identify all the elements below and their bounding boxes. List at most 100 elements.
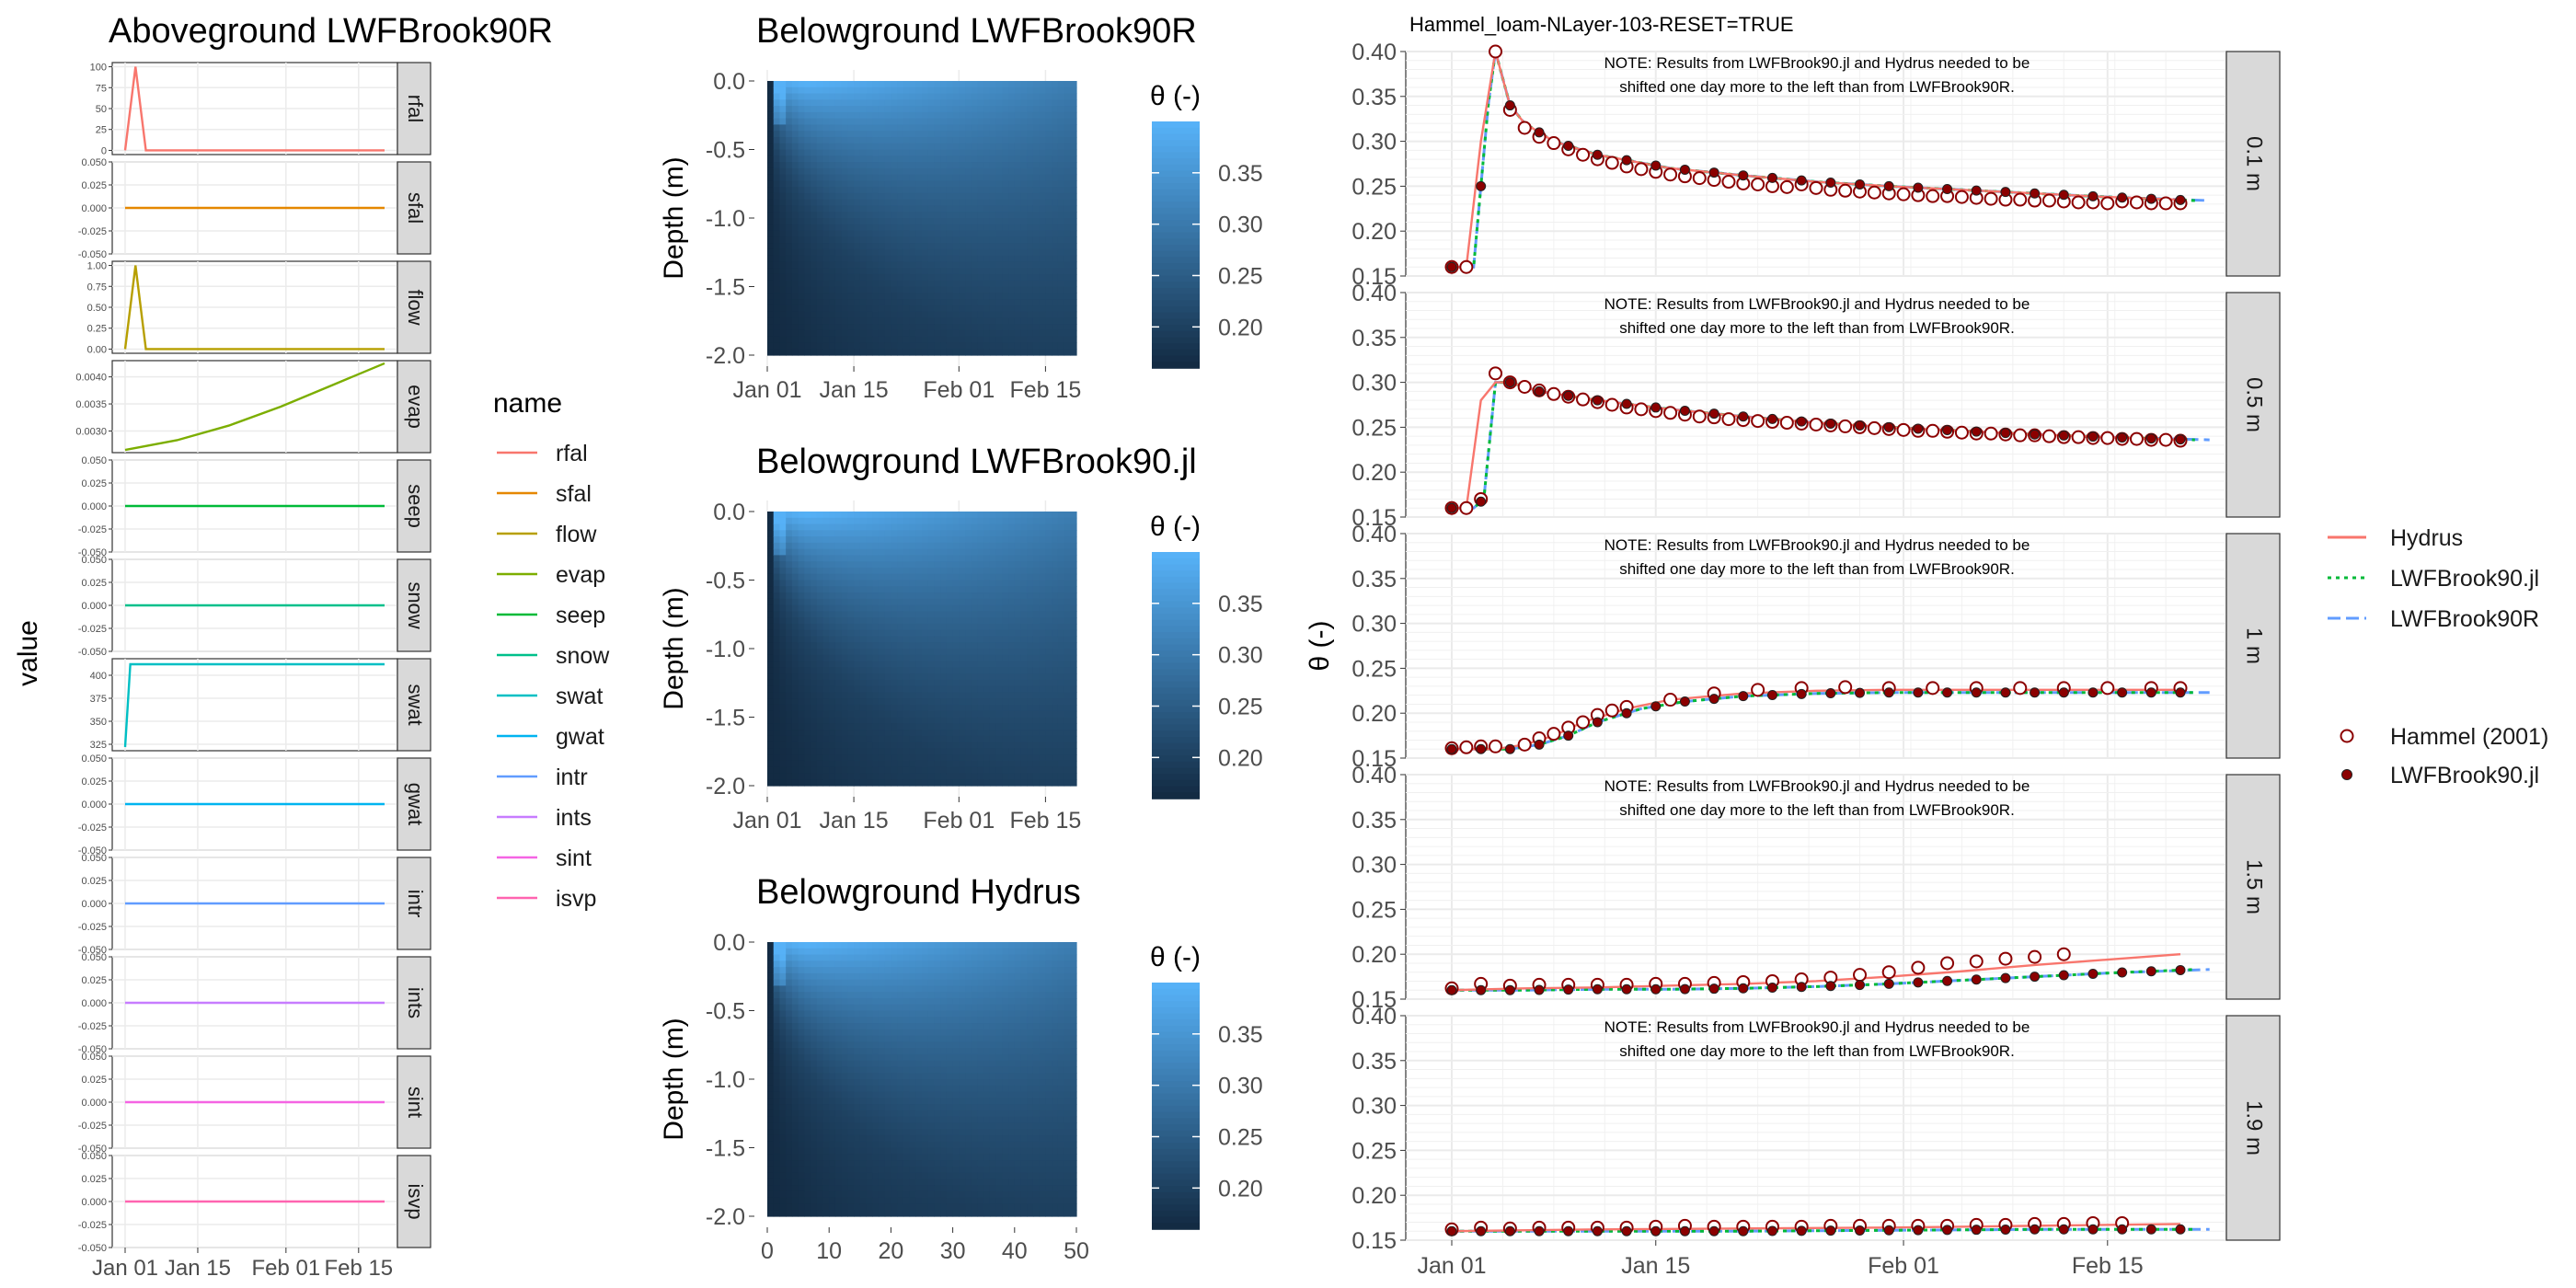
heatmap-cell [1008, 573, 1016, 581]
heatmap-cell [816, 760, 824, 768]
heatmap-cell [878, 642, 886, 650]
heatmap-cell [1052, 81, 1059, 88]
heatmap-cell [971, 99, 979, 107]
heatmap-cell [977, 561, 984, 569]
heatmap-cell [903, 723, 911, 730]
heatmap-cell [767, 992, 775, 999]
heatmap-cell [779, 748, 787, 755]
heatmap-cell [859, 598, 868, 606]
heatmap-cell [989, 536, 997, 544]
heatmap-cell [872, 224, 880, 232]
heatmap-cell [922, 698, 929, 706]
heatmap-cell [952, 523, 960, 531]
heatmap-cell [773, 598, 781, 606]
heatmap-cell [816, 81, 824, 88]
heatmap-cell [1002, 224, 1009, 232]
heatmap-cell [773, 162, 781, 169]
y-tick-label: -0.025 [78, 624, 107, 635]
heatmap-cell [798, 187, 805, 194]
heatmap-cell [872, 243, 880, 250]
heatmap-cell [786, 342, 793, 350]
heatmap-cell [971, 512, 979, 519]
heatmap-cell [977, 118, 984, 126]
heatmap-cell [934, 754, 941, 762]
heatmap-cell [1039, 779, 1046, 787]
heatmap-cell [927, 162, 936, 169]
heatmap-cell [773, 1197, 781, 1205]
heatmap-cell [866, 679, 873, 687]
heatmap-cell [767, 592, 775, 600]
heatmap-cell [1064, 162, 1071, 169]
heatmap-cell [891, 723, 898, 730]
heatmap-cell [1052, 685, 1059, 694]
heatmap-cell [922, 136, 929, 144]
heatmap-cell [811, 523, 818, 531]
heatmap-cell [859, 723, 868, 730]
heatmap-cell [786, 629, 793, 638]
heatmap-cell [872, 561, 880, 569]
heatmap-cell [829, 717, 836, 724]
heatmap-cell [1008, 567, 1016, 575]
heatmap-cell [1045, 611, 1052, 618]
heatmap-cell [927, 205, 936, 213]
heatmap-cell [934, 317, 941, 325]
heatmap-cell [779, 698, 787, 706]
heatmap-cell [829, 649, 836, 656]
heatmap-cell [959, 255, 966, 263]
heatmap-cell [1064, 692, 1071, 699]
heatmap-cell [773, 1048, 781, 1055]
heatmap-cell [872, 149, 880, 156]
heatmap-cell [952, 623, 960, 631]
heatmap-cell [1052, 162, 1059, 169]
heatmap-cell [971, 561, 979, 569]
heatmap-cell [1039, 230, 1046, 237]
heatmap-cell [983, 542, 991, 550]
heatmap-cell [773, 542, 781, 550]
y-tick-label: -0.025 [78, 226, 107, 237]
heatmap-cell [952, 692, 960, 699]
y-tick-label: 0.025 [81, 776, 107, 788]
heatmap-cell [1052, 268, 1059, 275]
heatmap-cell [804, 636, 811, 643]
heatmap-cell [909, 248, 916, 257]
heatmap-cell [829, 187, 836, 194]
heatmap-cell [934, 311, 941, 318]
heatmap-cell [791, 629, 799, 638]
heatmap-cell [1020, 224, 1028, 232]
heatmap-cell [946, 717, 954, 724]
heatmap-cell [995, 243, 1003, 250]
heatmap-cell [816, 536, 824, 544]
heatmap-cell [866, 567, 873, 575]
heatmap-cell [903, 248, 911, 257]
heatmap-cell [773, 336, 781, 344]
heatmap-cell [786, 93, 793, 100]
heatmap-cell [786, 180, 793, 188]
below-title-3: Belowground Hydrus [756, 873, 1081, 912]
facet-strip [397, 956, 431, 1050]
heatmap-cell [903, 162, 911, 169]
heatmap-cell [891, 192, 898, 201]
heatmap-cell [959, 530, 966, 537]
heatmap-cell [1008, 629, 1016, 638]
heatmap-cell [909, 349, 916, 356]
heatmap-cell [1052, 673, 1059, 681]
heatmap-cell [767, 673, 775, 681]
heatmap-cell [884, 760, 891, 768]
heatmap-cell [983, 617, 991, 625]
heatmap-cell [834, 192, 843, 201]
heatmap-cell [866, 180, 873, 188]
heatmap-cell [834, 649, 843, 656]
heatmap-cell [1032, 667, 1041, 674]
heatmap-cell [989, 81, 997, 88]
heatmap-cell [779, 592, 787, 600]
heatmap-cell [791, 224, 799, 232]
heatmap-cell [884, 611, 891, 618]
heatmap-cell [1027, 580, 1034, 587]
heatmap-cell [854, 118, 861, 126]
heatmap-cell [946, 224, 954, 232]
heatmap-cell [903, 611, 911, 618]
heatmap-cell [927, 174, 936, 181]
heatmap-cell [822, 118, 830, 126]
heatmap-cell [829, 143, 836, 151]
heatmap-cell [1045, 586, 1052, 593]
